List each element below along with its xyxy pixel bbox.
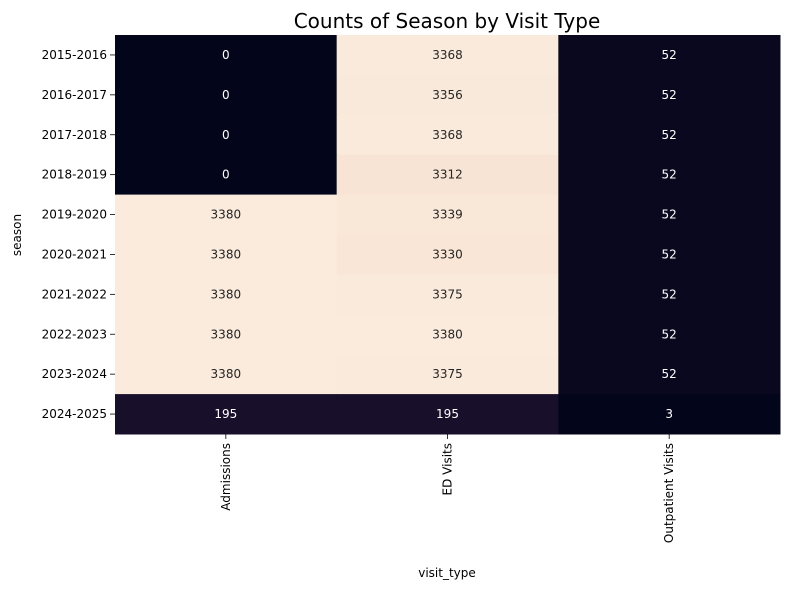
heatmap-cell: [336, 154, 559, 196]
y-tick-label: 2015-2016: [42, 48, 107, 62]
x-tick-label: Admissions: [219, 443, 233, 511]
heatmap-cell: [558, 234, 781, 275]
y-axis-ticks: 2015-2016 2016-2017 2017-2018 2018-2019 2019…: [42, 48, 115, 421]
heatmap-cell: [336, 114, 559, 156]
cell-value-label: 52: [662, 208, 677, 222]
x-tick-label: ED Visits: [441, 443, 455, 495]
heatmap-cell: [558, 314, 781, 355]
cell-value-label: 3368: [432, 48, 463, 62]
cell-value-label: 52: [662, 88, 677, 102]
cell-value-label: 3380: [211, 327, 242, 341]
heatmap-cell: [115, 274, 338, 315]
heatmap-cell: [558, 394, 781, 435]
cell-value-label: 0: [222, 128, 230, 142]
cell-value-label: 52: [662, 128, 677, 142]
heatmap-cell: [558, 194, 781, 235]
heatmap-cell: [336, 314, 559, 355]
x-axis-label: visit_type: [418, 566, 476, 580]
heatmap-cell: [115, 314, 338, 355]
y-tick-label: 2023-2024: [42, 367, 107, 381]
heatmap-cell: [336, 354, 559, 395]
heatmap-cell: [115, 194, 338, 235]
heatmap-cell: [115, 394, 338, 435]
cell-value-label: 52: [662, 327, 677, 341]
cell-value-label: 52: [662, 48, 677, 62]
heatmap-cell: [336, 194, 559, 235]
y-tick-label: 2022-2023: [42, 327, 107, 341]
cell-value-label: 3375: [432, 287, 463, 301]
heatmap-cell: [558, 274, 781, 315]
x-tick-label: Outpatient Visits: [662, 443, 676, 543]
cell-value-label: 0: [222, 48, 230, 62]
y-axis-label: season: [10, 214, 24, 256]
heatmap-cell: [336, 74, 559, 116]
y-tick-label: 2019-2020: [42, 208, 107, 222]
cell-value-label: 3330: [432, 247, 463, 261]
cell-value-label: 0: [222, 88, 230, 102]
cell-value-label: 3380: [211, 247, 242, 261]
cell-value-label: 3368: [432, 128, 463, 142]
cell-value-label: 3356: [432, 88, 463, 102]
cell-value-label: 195: [436, 407, 459, 421]
y-tick-label: 2018-2019: [42, 168, 107, 182]
heatmap-cell: [115, 354, 338, 395]
y-tick-label: 2016-2017: [42, 88, 107, 102]
heatmap-cell: [115, 74, 338, 116]
heatmap-cell: [336, 35, 559, 76]
heatmap-cell: [115, 234, 338, 275]
cell-value-label: 3380: [211, 287, 242, 301]
cell-value-label: 3312: [432, 168, 463, 182]
y-tick-label: 2017-2018: [42, 128, 107, 142]
heatmap-cell: [558, 354, 781, 395]
cell-value-label: 52: [662, 168, 677, 182]
heatmap-cell: [558, 114, 781, 156]
cell-value-label: 0: [222, 168, 230, 182]
y-tick-label: 2020-2021: [42, 247, 107, 261]
heatmap-cell: [115, 154, 338, 196]
cell-value-label: 52: [662, 367, 677, 381]
cell-value-label: 195: [214, 407, 237, 421]
cell-value-label: 3380: [211, 208, 242, 222]
cell-value-label: 3: [665, 407, 673, 421]
cell-value-label: 52: [662, 287, 677, 301]
cell-value-label: 52: [662, 247, 677, 261]
cell-value-label: 3380: [432, 327, 463, 341]
y-tick-label: 2021-2022: [42, 287, 107, 301]
heatmap-cell: [558, 35, 781, 76]
heatmap-cell: [336, 394, 559, 435]
heatmap-cell: [558, 154, 781, 196]
heatmap-cell: [558, 74, 781, 116]
y-tick-label: 2024-2025: [42, 407, 107, 421]
chart-title: Counts of Season by Visit Type: [294, 9, 601, 33]
heatmap-cell: [115, 114, 338, 156]
heatmap-cell: [336, 234, 559, 275]
cell-value-label: 3380: [211, 367, 242, 381]
x-axis-ticks: Admissions ED Visits Outpatient Visits: [219, 434, 676, 543]
cell-value-label: 3375: [432, 367, 463, 381]
heatmap-cell: [115, 35, 338, 76]
heatmap-cell: [336, 274, 559, 315]
cell-value-label: 3339: [432, 208, 463, 222]
